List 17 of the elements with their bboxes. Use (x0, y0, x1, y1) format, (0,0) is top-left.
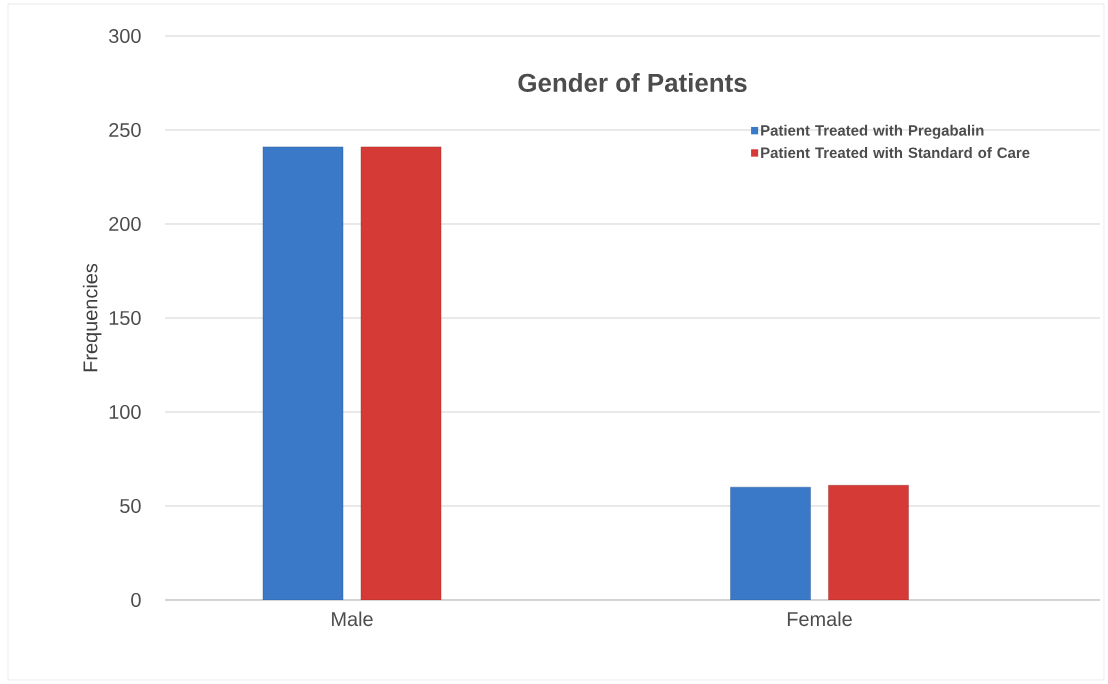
bar (360, 146, 442, 600)
text: Gender of Patients (518, 73, 747, 93)
y-tick-label: 0 (131, 592, 141, 608)
y-tick-label: 250 (109, 122, 141, 138)
legend-label: Patient Treated with Standard of Care (761, 147, 1030, 159)
bar (730, 486, 811, 600)
legend-label: Patient Treated with Pregabalin (761, 124, 984, 139)
x-tick-label: Female (787, 611, 852, 627)
y-tick-label: 200 (109, 216, 141, 232)
y-tick-label: 50 (120, 498, 141, 514)
y-axis-title: Frequencies (82, 263, 102, 372)
y-tick-label: 300 (109, 28, 141, 44)
y-tick-label: 150 (109, 310, 141, 326)
bar (262, 146, 344, 600)
bar (828, 485, 909, 600)
y-tick-label: 100 (109, 404, 141, 420)
x-tick-label: Male (332, 611, 373, 627)
